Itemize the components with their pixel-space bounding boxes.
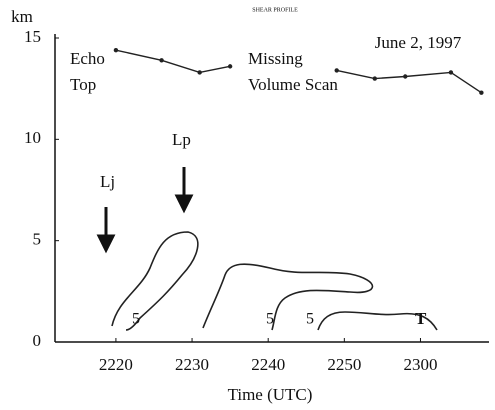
annotation: Echo xyxy=(70,49,105,68)
contours xyxy=(111,231,438,331)
arrows xyxy=(96,167,194,254)
annotation: Lp xyxy=(172,130,191,149)
annotation: Volume Scan xyxy=(248,75,338,94)
contour-label: 5 xyxy=(132,311,140,328)
x-tick-label: 2220 xyxy=(99,355,133,374)
echo-top-point xyxy=(448,70,454,75)
echo-top-point xyxy=(113,47,119,53)
echo-top-point xyxy=(159,58,164,63)
echo-top-point xyxy=(403,74,408,79)
y-tick-label: 0 xyxy=(33,331,42,350)
x-tick-label: 2300 xyxy=(403,355,437,374)
chart-subtitle: June 2, 1997 xyxy=(375,33,462,52)
echo-top-point xyxy=(479,90,484,95)
echo-top-point xyxy=(227,64,233,69)
x-tick-label: 2240 xyxy=(251,355,285,374)
y-tick-label: 10 xyxy=(24,128,41,147)
echo-top-point xyxy=(334,68,339,73)
y-tick-label: 15 xyxy=(24,27,41,46)
x-tick-label: 2230 xyxy=(175,355,209,374)
y-tick-label: 5 xyxy=(33,230,42,249)
x-axis-label: Time (UTC) xyxy=(228,385,313,404)
contour-label: 5 xyxy=(306,311,314,328)
echo-top-point xyxy=(372,76,377,81)
contour-label: 5 xyxy=(266,311,274,328)
y-axis-label: km xyxy=(11,7,33,26)
annotation: Lj xyxy=(100,172,115,191)
annotation: Top xyxy=(70,75,96,94)
x-tick-label: 2250 xyxy=(327,355,361,374)
chart-title: SHEAR PROFILE xyxy=(252,7,298,13)
echo-top-point xyxy=(197,70,202,75)
contour-label: T xyxy=(415,309,427,328)
annotation: Missing xyxy=(248,49,303,68)
